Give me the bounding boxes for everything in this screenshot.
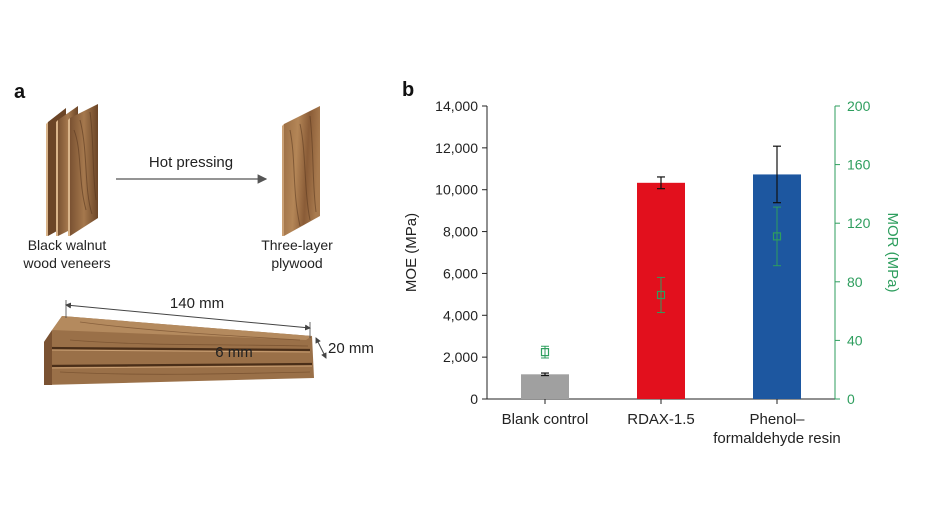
y-tick-label-left: 4,000 bbox=[443, 307, 478, 323]
x-tick-label: formaldehyde resin bbox=[713, 430, 841, 447]
point-mor bbox=[540, 348, 550, 357]
length-label: 140 mm bbox=[170, 295, 224, 312]
arrow-label: Hot pressing bbox=[149, 154, 233, 171]
y-tick-label-left: 0 bbox=[470, 391, 478, 407]
panel-a-label: a bbox=[14, 81, 26, 103]
y-axis-title-left: MOE (MPa) bbox=[403, 213, 420, 292]
y-tick-label-left: 6,000 bbox=[443, 265, 478, 281]
x-tick-label: RDAX-1.5 bbox=[627, 411, 695, 428]
x-tick-label: Blank control bbox=[502, 411, 589, 428]
veneer-sheets-illustration bbox=[46, 104, 98, 236]
panel-a: a Black walnut wood veneers Hot pressing… bbox=[14, 81, 374, 385]
y-tick-label-left: 2,000 bbox=[443, 349, 478, 365]
bar-chart: 0 2,000 4,000 6,000 8,000 10,000 12,000 14,000 0… bbox=[403, 98, 901, 447]
y-tick-label-right: 160 bbox=[847, 157, 871, 173]
y-tick-label-right: 40 bbox=[847, 332, 863, 348]
y-tick-label-left: 10,000 bbox=[435, 182, 478, 198]
length-dimension-line bbox=[65, 302, 311, 331]
plywood-label-line2: plywood bbox=[271, 255, 322, 271]
plywood-label-line1: Three-layer bbox=[261, 237, 333, 253]
width-label: 20 mm bbox=[328, 340, 374, 357]
y-tick-label-right: 120 bbox=[847, 215, 871, 231]
y-tick-label-right: 80 bbox=[847, 274, 863, 290]
thickness-label: 6 mm bbox=[215, 344, 253, 361]
panel-b: b 0 2,000 4,000 6,000 8,000 10,000 12,000 14,00… bbox=[402, 79, 901, 447]
width-dimension-line bbox=[315, 337, 327, 359]
panel-b-label: b bbox=[402, 79, 414, 101]
specimen-illustration bbox=[44, 316, 314, 385]
x-tick-label: Phenol– bbox=[749, 411, 805, 428]
bar-moe bbox=[521, 374, 569, 399]
point-mor bbox=[772, 232, 782, 241]
veneer-label-line1: Black walnut bbox=[28, 237, 107, 253]
point-mor bbox=[656, 290, 666, 300]
y-axis-title-right: MOR (MPa) bbox=[884, 213, 901, 293]
veneer-label-line2: wood veneers bbox=[22, 255, 110, 271]
y-tick-label-left: 14,000 bbox=[435, 98, 478, 114]
y-tick-label-left: 12,000 bbox=[435, 140, 478, 156]
y-tick-label-right: 200 bbox=[847, 98, 871, 114]
plywood-illustration bbox=[282, 106, 320, 236]
y-tick-label-right: 0 bbox=[847, 391, 855, 407]
y-tick-label-left: 8,000 bbox=[443, 224, 478, 240]
